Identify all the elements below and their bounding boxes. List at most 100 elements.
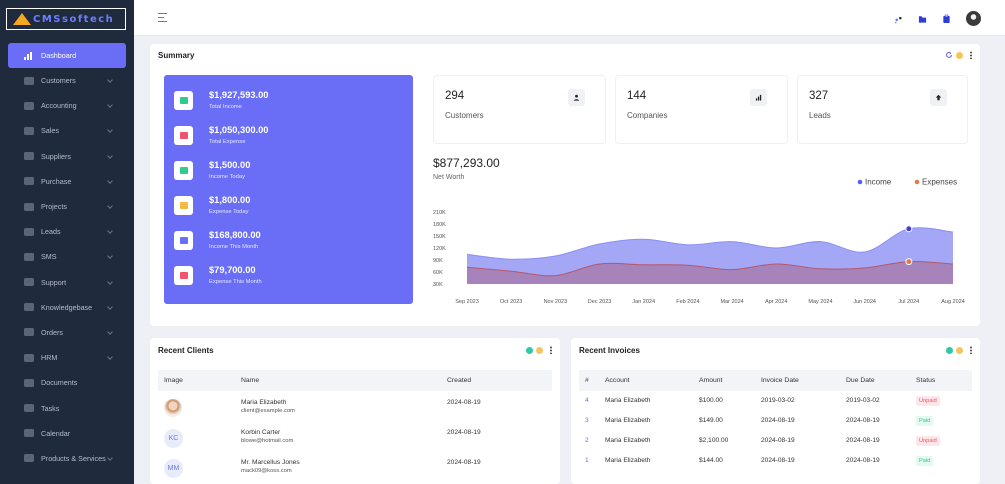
stat-card-companies[interactable]: 144 Companies bbox=[615, 75, 788, 144]
expenses-line bbox=[466, 260, 954, 277]
sidebar-item-hrm[interactable]: HRM bbox=[0, 345, 134, 370]
logo-text: CMSsoftech bbox=[33, 13, 115, 25]
stat-card-customers[interactable]: 294 Customers bbox=[433, 75, 606, 144]
legend-income-marker bbox=[857, 179, 863, 185]
bar-chart-icon bbox=[750, 89, 767, 106]
sidebar-item-support[interactable]: Support bbox=[0, 270, 134, 295]
column-header: Image bbox=[164, 377, 183, 384]
client-name[interactable]: Maria Elizabeth bbox=[241, 399, 287, 406]
refresh-icon[interactable] bbox=[945, 51, 953, 59]
x-tick-label: Mar 2024 bbox=[720, 299, 743, 305]
sidebar-item-label: SMS bbox=[41, 252, 57, 262]
legend-expenses-label[interactable]: Expenses bbox=[922, 178, 957, 187]
invoice-id-link[interactable]: 3 bbox=[585, 417, 589, 424]
client-created: 2024-08-19 bbox=[447, 399, 481, 406]
menu-item-icon bbox=[24, 378, 34, 387]
sidebar-item-label: Sales bbox=[41, 126, 59, 136]
column-header: Account bbox=[605, 377, 630, 384]
summary-item-label: Total Expense bbox=[209, 139, 246, 145]
invoice-id-link[interactable]: 4 bbox=[585, 397, 589, 404]
table-row[interactable]: 4 Maria Elizabeth $100.00 2019-03-02 2019-03… bbox=[579, 391, 972, 411]
stat-value: 144 bbox=[627, 90, 647, 102]
expenses-point[interactable] bbox=[905, 258, 913, 266]
sidebar-item-dashboard[interactable]: Dashboard bbox=[8, 43, 126, 68]
table-row[interactable]: MM Mr. Marcellus Jones mack09@koss.com 2024… bbox=[158, 451, 552, 481]
summary-item: $1,050,300.00 Total Expense bbox=[174, 124, 268, 145]
sidebar-item-suppliers[interactable]: Suppliers bbox=[0, 144, 134, 169]
table-row[interactable]: 3 Maria Elizabeth $149.00 2024-08-19 2024-08… bbox=[579, 411, 972, 431]
recent-clients-table: Image Name Created Maria Elizabeth client… bbox=[158, 370, 552, 481]
sidebar-item-label: Tasks bbox=[41, 403, 60, 413]
invoice-id-link[interactable]: 2 bbox=[585, 437, 589, 444]
summary-item: $1,500.00 Income Today bbox=[174, 159, 250, 180]
user-avatar[interactable] bbox=[966, 11, 981, 26]
collapse-dot-icon[interactable] bbox=[956, 346, 963, 354]
invoice-due-date: 2024-08-19 bbox=[846, 457, 880, 464]
legend-income-label[interactable]: Income bbox=[865, 178, 892, 187]
collapse-dot-icon[interactable] bbox=[956, 51, 963, 59]
menu-item-icon bbox=[24, 101, 34, 110]
language-icon[interactable] bbox=[894, 14, 903, 24]
client-created: 2024-08-19 bbox=[447, 459, 481, 466]
client-name[interactable]: Mr. Marcellus Jones bbox=[241, 459, 300, 466]
summary-item-label: Expense Today bbox=[209, 209, 249, 215]
expenses-area bbox=[467, 261, 953, 284]
sidebar-item-purchase[interactable]: Purchase bbox=[0, 169, 134, 194]
sidebar-item-sms[interactable]: SMS bbox=[0, 244, 134, 269]
clipboard-icon[interactable] bbox=[942, 14, 951, 24]
collapse-dot-icon[interactable] bbox=[536, 346, 543, 354]
table-row[interactable]: KC Korbin Carter blowe@hotmail.com 2024-08-… bbox=[158, 421, 552, 451]
column-header: Invoice Date bbox=[761, 377, 799, 384]
y-tick-label: 30K bbox=[433, 282, 443, 288]
sidebar-item-label: Projects bbox=[41, 202, 67, 212]
table-row[interactable]: 1 Maria Elizabeth $144.00 2024-08-19 2024-08… bbox=[579, 451, 972, 471]
summary-item-value: $1,927,593.00 bbox=[209, 90, 269, 100]
menu-item-icon bbox=[24, 278, 34, 287]
topbar bbox=[134, 0, 1005, 36]
sidebar-item-customers[interactable]: Customers bbox=[0, 68, 134, 93]
menu-item-icon bbox=[24, 227, 34, 236]
recent-clients-title: Recent Clients bbox=[158, 345, 214, 355]
column-header: Due Date bbox=[846, 377, 875, 384]
x-tick-label: Oct 2023 bbox=[500, 299, 522, 305]
invoice-amount: $144.00 bbox=[699, 457, 723, 464]
sidebar-item-knowledgebase[interactable]: Knowledgebase bbox=[0, 295, 134, 320]
sidebar-item-sales[interactable]: Sales bbox=[0, 118, 134, 143]
sidebar-item-tasks[interactable]: Tasks bbox=[0, 395, 134, 420]
sidebar-item-products-services[interactable]: Products & Services bbox=[0, 446, 134, 471]
more-options-icon[interactable] bbox=[970, 51, 972, 59]
summary-item-value: $79,700.00 bbox=[209, 265, 256, 275]
sidebar-item-leads[interactable]: Leads bbox=[0, 219, 134, 244]
sidebar: CMSsoftech Dashboard Customers Accounting S… bbox=[0, 0, 134, 484]
more-options-icon[interactable] bbox=[970, 346, 972, 354]
summary-item-label: Expense This Month bbox=[209, 279, 262, 285]
status-badge: Paid bbox=[916, 456, 934, 466]
invoice-due-date: 2024-08-19 bbox=[846, 417, 880, 424]
y-tick-label: 60K bbox=[433, 270, 443, 276]
x-tick-label: Apr 2024 bbox=[765, 299, 787, 305]
folder-icon[interactable] bbox=[918, 14, 927, 24]
more-options-icon[interactable] bbox=[550, 346, 552, 354]
logo[interactable]: CMSsoftech bbox=[6, 8, 126, 30]
summary-item-icon bbox=[174, 126, 193, 145]
sidebar-item-calendar[interactable]: Calendar bbox=[0, 421, 134, 446]
table-row[interactable]: 2 Maria Elizabeth $2,100.00 2024-08-19 2024-… bbox=[579, 431, 972, 451]
status-badge: Unpaid bbox=[916, 436, 940, 446]
sidebar-item-accounting[interactable]: Accounting bbox=[0, 93, 134, 118]
chevron-down-icon bbox=[107, 454, 113, 461]
stat-card-leads[interactable]: 327 Leads bbox=[797, 75, 968, 144]
invoice-date: 2024-08-19 bbox=[761, 417, 795, 424]
sidebar-item-documents[interactable]: Documents bbox=[0, 370, 134, 395]
invoice-amount: $2,100.00 bbox=[699, 437, 729, 444]
table-row[interactable]: Maria Elizabeth client@example.com 2024-08… bbox=[158, 391, 552, 421]
recent-invoices-title: Recent Invoices bbox=[579, 345, 640, 355]
legend-expenses-marker bbox=[914, 179, 920, 185]
chevron-down-icon bbox=[107, 102, 113, 109]
menu-toggle-icon[interactable] bbox=[158, 13, 167, 24]
income-point[interactable] bbox=[905, 225, 913, 233]
summary-item-label: Income This Month bbox=[209, 244, 259, 250]
invoice-id-link[interactable]: 1 bbox=[585, 457, 589, 464]
client-name[interactable]: Korbin Carter bbox=[241, 429, 281, 436]
sidebar-item-orders[interactable]: Orders bbox=[0, 320, 134, 345]
sidebar-item-projects[interactable]: Projects bbox=[0, 194, 134, 219]
